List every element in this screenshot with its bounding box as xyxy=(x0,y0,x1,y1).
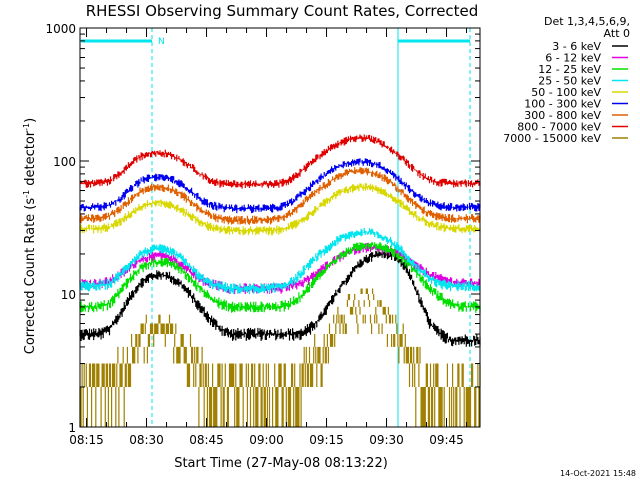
y-tick-label: 10 xyxy=(61,288,76,302)
axes: 1 10 100 1000 08:15 08:30 08:45 09:00 09:15 09:30… xyxy=(45,22,481,447)
timestamp-stamp: 14-Oct-2021 15:48 xyxy=(560,469,636,478)
x-tick-label: 08:45 xyxy=(189,433,224,447)
legend-entry-label: 12 - 25 keV xyxy=(538,63,601,76)
x-tick-label: 09:45 xyxy=(429,433,464,447)
legend-entry-label: 7000 - 15000 keV xyxy=(503,132,601,145)
observing-bar-label: N xyxy=(158,37,165,47)
y-axis-label-part: Corrected Count Rate (s xyxy=(23,198,38,355)
y-axis-label-part: detector xyxy=(23,130,38,190)
x-tick-label: 09:00 xyxy=(249,433,284,447)
x-tick-label: 09:30 xyxy=(369,433,404,447)
series-line xyxy=(79,249,481,347)
legend-entry-label: 300 - 800 keV xyxy=(524,109,601,122)
x-axis-label: Start Time (27-May-08 08:13:22) xyxy=(174,456,388,471)
plot-frame xyxy=(79,27,481,428)
legend-entry-label: 100 - 300 keV xyxy=(524,98,601,111)
y-tick-label: 1 xyxy=(68,421,76,435)
legend-entry-label: 800 - 7000 keV xyxy=(517,121,601,134)
y-axis-label-part: -1 xyxy=(22,123,31,131)
plot-area: N xyxy=(79,28,481,427)
x-tick-label: 09:15 xyxy=(309,433,344,447)
chart-title: RHESSI Observing Summary Count Rates, Co… xyxy=(86,2,479,20)
series-line xyxy=(79,158,481,214)
y-axis-label-part: -1 xyxy=(22,190,31,198)
y-tick-label: 100 xyxy=(53,155,76,169)
series-line xyxy=(79,134,481,189)
y-axis-label: Corrected Count Rate (s-1 detector-1) xyxy=(22,118,38,354)
legend-entry-label: 6 - 12 keV xyxy=(545,52,601,65)
x-tick-label: 08:15 xyxy=(69,433,104,447)
y-axis-label-part: ) xyxy=(23,118,38,123)
legend-header: Att 0 xyxy=(604,27,630,40)
legend-entry-label: 3 - 6 keV xyxy=(552,40,601,53)
legend-header: Det 1,3,4,5,6,9, xyxy=(544,15,630,28)
y-tick-label: 1000 xyxy=(45,22,76,36)
legend-entry-label: 50 - 100 keV xyxy=(531,86,601,99)
legend-entry-label: 25 - 50 keV xyxy=(538,75,601,88)
x-tick-label: 08:30 xyxy=(129,433,164,447)
